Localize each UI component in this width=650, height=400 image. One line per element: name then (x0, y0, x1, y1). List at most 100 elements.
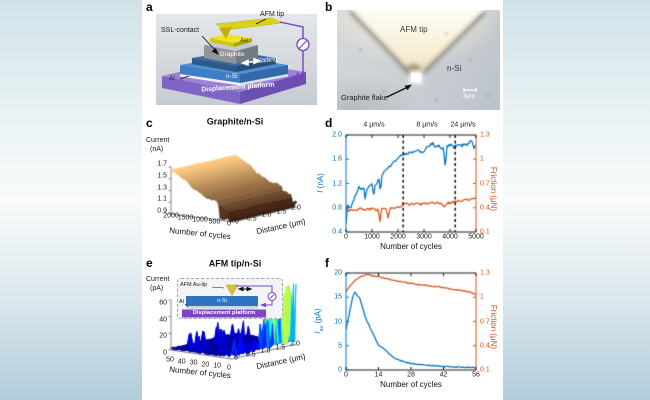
n-si-label: n-Si (226, 73, 238, 80)
f-x-tick: 56 (472, 371, 480, 379)
f-x-tick: 14 (374, 371, 383, 379)
d-left-tick: 0.8 (332, 204, 342, 212)
d-left-axis-unit: (nA) (316, 173, 325, 191)
c-x-tick: 1000 (192, 216, 208, 224)
panel-e-title: AFM tip/n-Si (208, 258, 262, 269)
e-y-tick: 0 (234, 354, 238, 362)
d-x-tick: 4000 (442, 233, 458, 241)
panel-b-micrograph: AFM tip n-Si Graphite flake 4μm (337, 10, 500, 110)
f-right-tick: 0.1 (480, 366, 490, 374)
c-y-tick: 0.5 (246, 215, 257, 222)
f-left-tick: 15 (334, 293, 342, 301)
e-x-tick: 0 (227, 364, 231, 372)
inset-al-label: Al (179, 299, 184, 305)
e-x-tick: 50 (166, 356, 174, 364)
al-label: Al (169, 75, 175, 82)
surface-chart-graphite (145, 112, 320, 252)
d-left-tick: 1.2 (332, 180, 342, 187)
c-x-tick: 2000 (163, 212, 179, 220)
e-z-tick: 20 (159, 332, 167, 340)
panel-c-title: Graphite/n-Si (206, 116, 264, 127)
au-cap-shape (210, 34, 252, 47)
inset-n-si-bar (186, 296, 258, 306)
c-z-tick: 0.9 (157, 207, 167, 215)
f-left-axis-subscript: av (319, 325, 326, 332)
sliding-arrow-icon (240, 57, 262, 67)
e-y-tick: 2.0 (290, 340, 300, 348)
d-left-axis-symbol: I (316, 190, 325, 193)
e-z-axis-unit: (pA) (150, 285, 164, 292)
inset-al-strip (186, 306, 258, 309)
panel-e-inset-schematic: AFM Au-tip Al n-Si Displacement platform (177, 278, 283, 319)
f-right-tick: 0.4 (480, 342, 490, 350)
c-z-axis-unit: (nA) (150, 146, 164, 153)
graphite-flake-label: Graphite flake (341, 93, 388, 102)
d-right-tick: 1.3 (480, 131, 490, 139)
c-z-tick: 1.5 (157, 172, 167, 180)
flake-arrow-icon (404, 84, 412, 91)
e-y-tick: 1.5 (275, 344, 286, 351)
c-x-tick: 500 (208, 218, 221, 226)
graphite-label: Graphite (219, 51, 245, 58)
d-left-axis-label: I (nA) (316, 173, 325, 193)
inset-n-si-label: n-Si (217, 297, 227, 304)
panel-label-f: f (325, 256, 329, 270)
f-left-axis-unit: (pA) (313, 308, 323, 326)
inset-platform-label: Displacement platform (192, 310, 256, 316)
c-y-tick: 2.0 (291, 204, 301, 212)
d-right-tick: 0.7 (480, 180, 490, 187)
d-speed-label-8: 8 μm/s (416, 121, 438, 129)
panel-a-schematic: AFM tip SSL-contact Au Graphite Sliding … (156, 11, 317, 105)
c-y-tick: 1.5 (276, 208, 287, 215)
f-x-tick: 42 (439, 371, 448, 379)
inset-drawing (182, 284, 277, 318)
afm-tip-label: AFM tip (260, 11, 285, 18)
line-chart-afm-tip (340, 268, 485, 378)
e-x-tick: 40 (177, 358, 186, 366)
f-right-axis-label: Friction (μN) (489, 304, 498, 350)
afm-cantilever-shape (215, 17, 283, 39)
inset-au-tip-icon (225, 284, 239, 297)
f-left-tick: 0 (338, 366, 342, 374)
n-si-label: n-Si (447, 64, 462, 73)
d-x-tick: 2000 (390, 233, 406, 241)
f-x-tick: 0 (344, 371, 348, 379)
d-left-tick: 0.4 (332, 228, 342, 236)
f-right-tick: 0.7 (480, 318, 490, 325)
d-x-tick: 1000 (364, 233, 380, 241)
c-z-tick: 1.1 (157, 195, 167, 203)
d-x-tick: 5000 (468, 233, 484, 241)
circuit-wire (279, 21, 310, 84)
scale-bar-icon (463, 88, 477, 92)
micrograph-annotations (386, 84, 477, 98)
e-x-tick: 20 (201, 361, 210, 369)
line-chart-graphite (340, 130, 485, 240)
tip-contact-shadow (407, 64, 421, 73)
c-y-tick: 1.0 (261, 211, 272, 219)
f-right-tick: 1.3 (480, 269, 490, 277)
f-right-tick: 1 (480, 293, 484, 301)
f-left-axis-symbol: I (313, 331, 323, 334)
d-left-tick: 1.6 (332, 155, 342, 163)
f-left-axis-label: Iav (pA) (313, 308, 326, 334)
c-z-axis-label: Current (146, 137, 170, 144)
inset-sliding-arrow-icon (237, 286, 253, 292)
surface-chart-afm-tip (145, 252, 320, 397)
e-y-tick: 0.5 (245, 351, 256, 358)
panel-label-d: d (325, 116, 333, 130)
d-right-tick: 0.1 (480, 228, 490, 236)
e-x-tick: 10 (213, 362, 222, 370)
inset-platform-bar (182, 309, 266, 318)
d-left-tick: 2.0 (332, 131, 342, 139)
d-x-axis-label: Number of cycles (380, 242, 442, 251)
d-x-tick: 3000 (416, 233, 432, 241)
f-x-tick: 28 (407, 371, 415, 379)
f-left-tick: 20 (334, 269, 342, 277)
inset-circuit-wire (236, 285, 277, 306)
c-z-tick: 1.7 (157, 160, 167, 168)
d-right-tick: 1 (480, 155, 484, 163)
scale-bar-label: 4μm (463, 94, 475, 100)
annotation-arrows (179, 18, 267, 80)
f-left-tick: 10 (334, 318, 342, 325)
afm-tip-label: AFM tip (400, 25, 428, 34)
